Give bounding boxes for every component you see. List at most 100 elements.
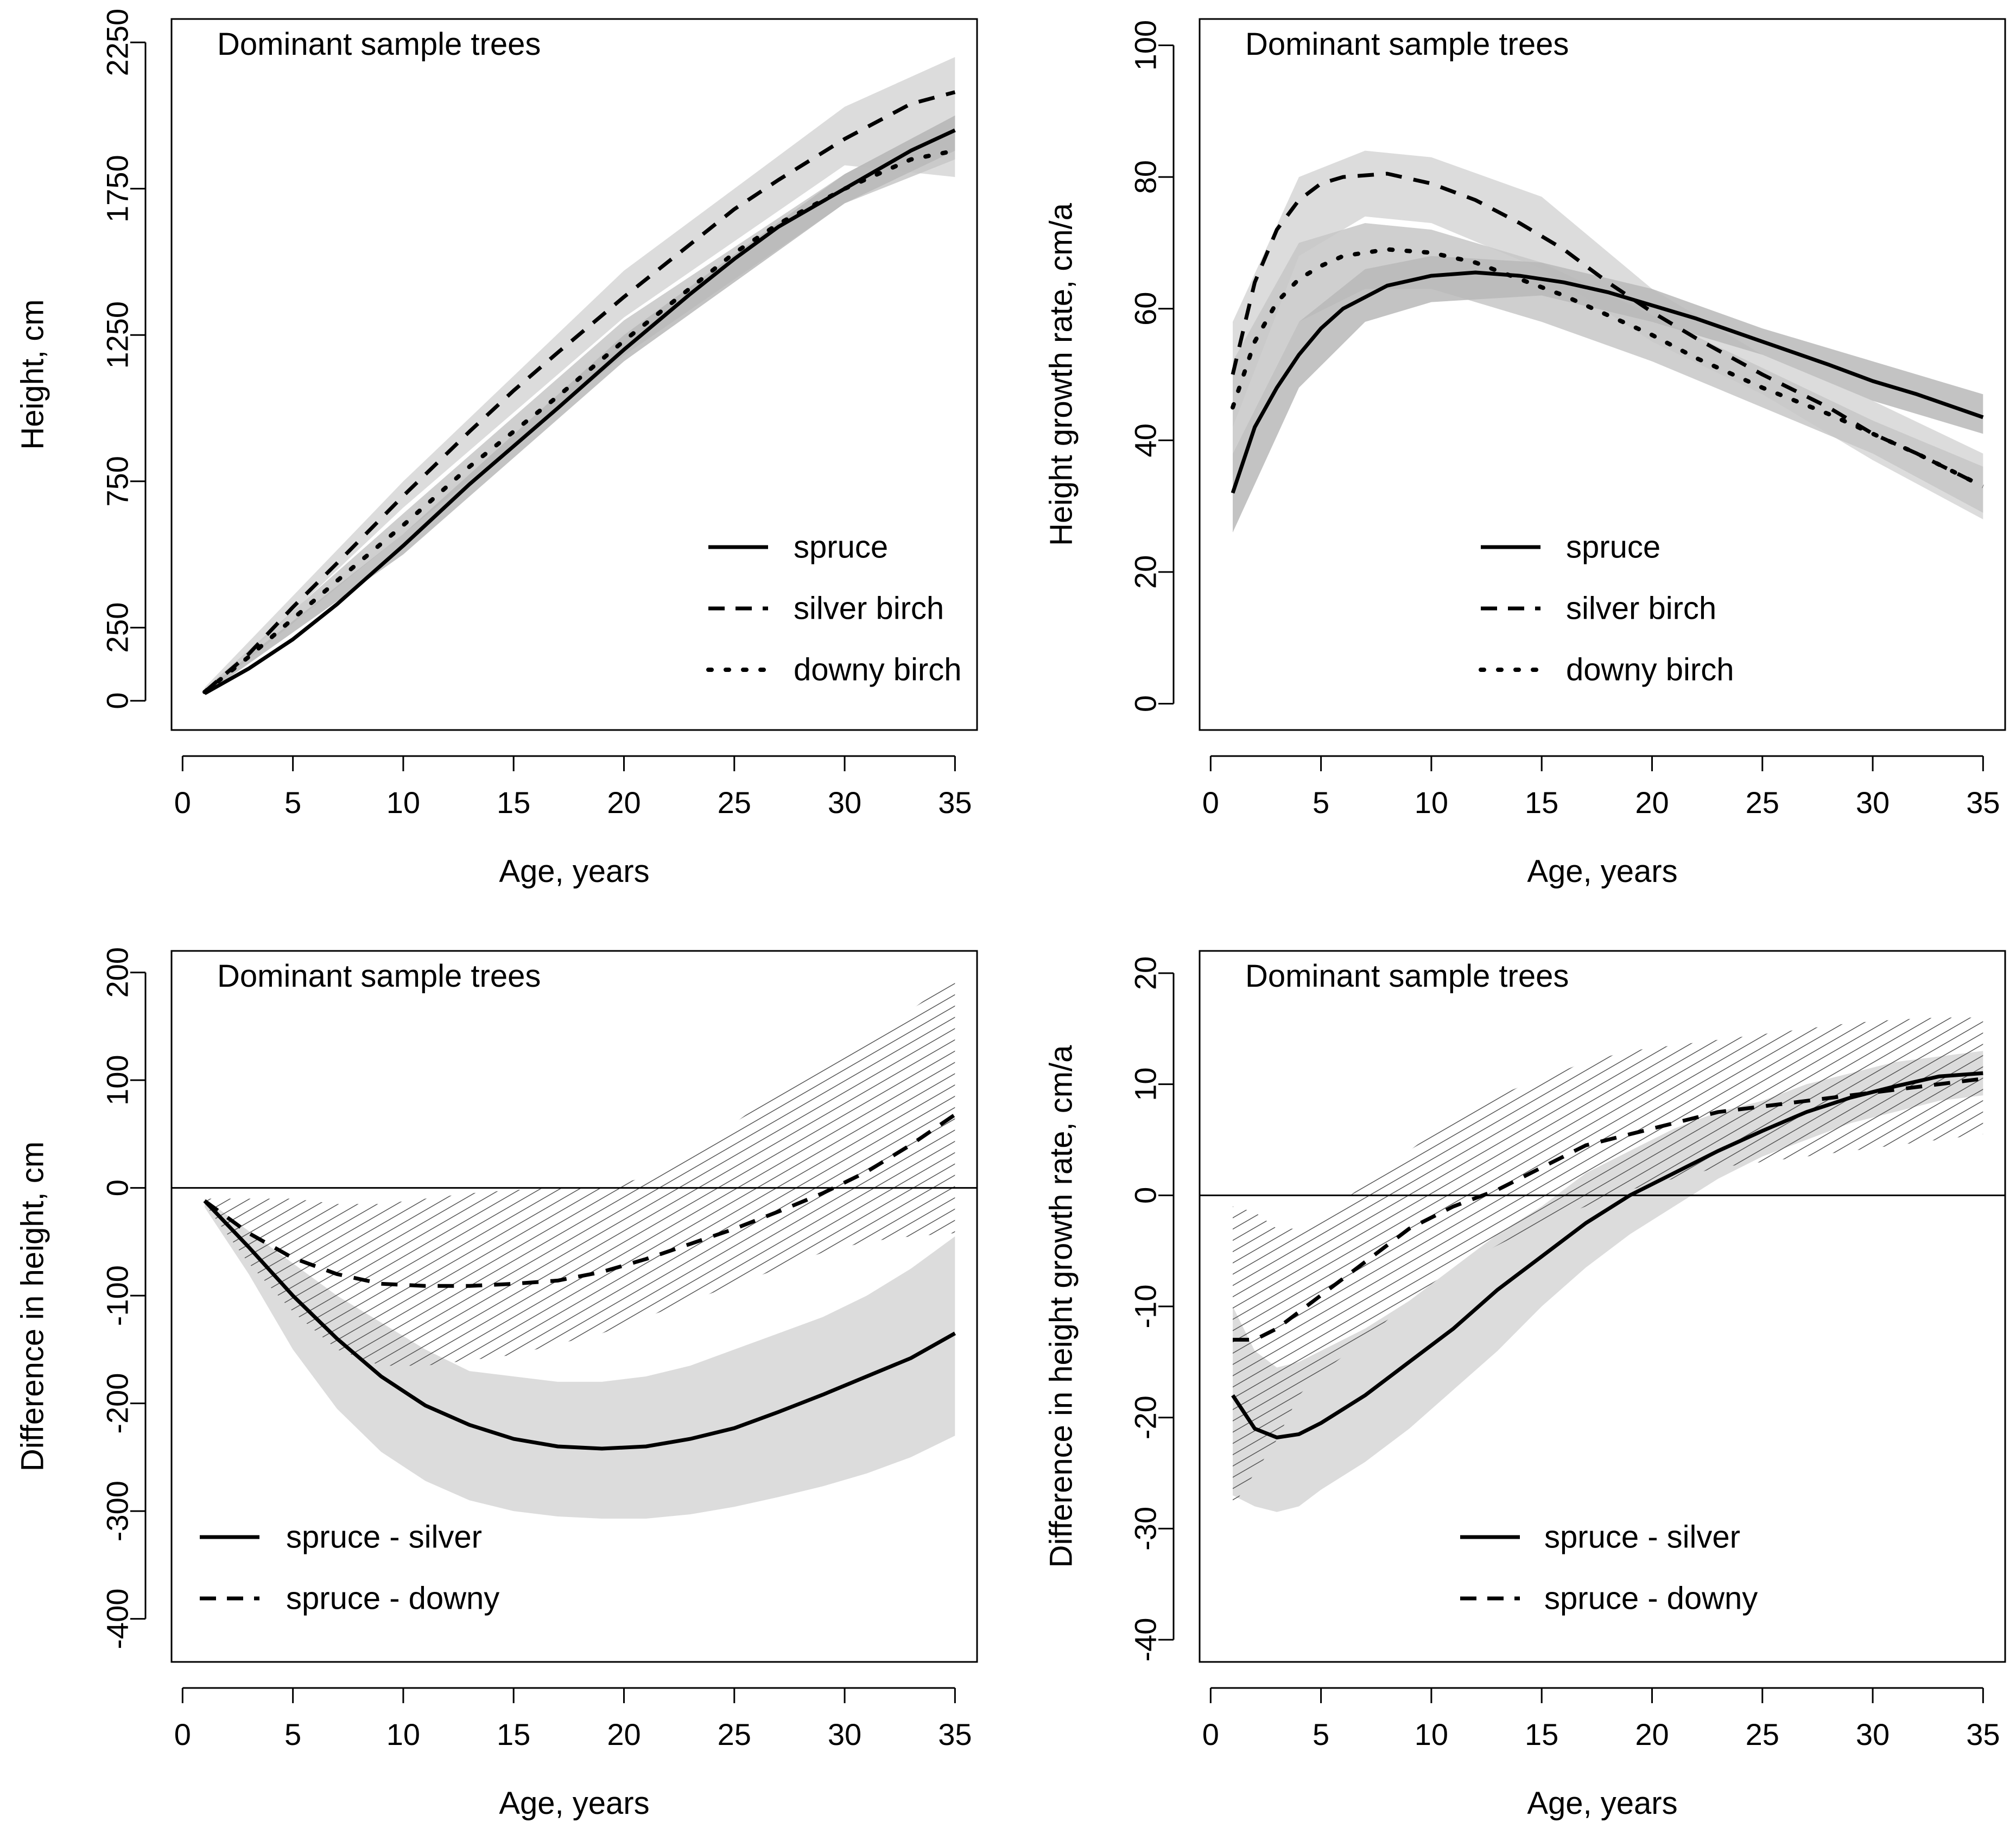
- x-axis-title: Age, years: [1527, 1786, 1677, 1821]
- panel-height: 0 5 10 15 20 25 30 35 0 250 750 1250 1750 2250 Age, ye…: [15, 9, 978, 889]
- legend-label-downy-birch: downy birch: [1566, 652, 1734, 688]
- y-axis-title: Difference in height growth rate, cm/a: [1044, 1045, 1079, 1568]
- y-tick-label: 60: [1129, 292, 1163, 326]
- band-silver-birch-interval: [1233, 150, 1983, 519]
- y-tick-label: -40: [1129, 1618, 1163, 1662]
- x-tick-label: 30: [828, 785, 861, 820]
- legend-label-spruce-silver: spruce - silver: [1544, 1520, 1740, 1555]
- x-tick-label: 30: [828, 1717, 861, 1751]
- plot-frame: [1199, 950, 2006, 1663]
- x-tick-label: 35: [1966, 785, 2000, 820]
- y-tick-label: 80: [1129, 160, 1163, 194]
- x-tick-label: 20: [607, 1717, 641, 1751]
- x-tick-label: 25: [1746, 785, 1779, 820]
- x-tick-label: 10: [386, 785, 420, 820]
- y-tick-label: -10: [1129, 1285, 1163, 1329]
- legend-label-silver-birch: silver birch: [1566, 591, 1716, 626]
- x-tick-label: 25: [718, 785, 751, 820]
- y-tick-label: 100: [100, 1055, 135, 1105]
- x-tick-label: 15: [1525, 1717, 1558, 1751]
- x-tick-label: 15: [1525, 785, 1558, 820]
- x-tick-label: 25: [718, 1717, 751, 1751]
- y-tick-label: 10: [1129, 1067, 1163, 1101]
- x-tick-label: 10: [1415, 785, 1448, 820]
- legend-label-spruce-downy: spruce - downy: [286, 1581, 499, 1616]
- y-tick-label: 100: [1129, 20, 1163, 71]
- x-tick-label: 35: [1966, 1717, 2000, 1751]
- series-line-spruce-silver: [1231, 1071, 1983, 1439]
- x-tick-label: 0: [1202, 785, 1219, 820]
- legend-label-silver-birch: silver birch: [794, 591, 944, 626]
- x-tick-label: 5: [284, 785, 301, 820]
- legend-label-spruce-downy: spruce - downy: [1544, 1581, 1758, 1616]
- y-tick-label: -300: [100, 1481, 135, 1541]
- panel-label: Dominant sample trees: [1245, 27, 1569, 62]
- y-tick-label: 250: [100, 602, 135, 653]
- y-axis-title: Difference in height, cm: [15, 1141, 50, 1471]
- series-line-silver-birch: [1231, 172, 1984, 488]
- x-tick-label: 5: [1313, 1717, 1329, 1751]
- y-tick-label: 750: [100, 456, 135, 506]
- x-axis-title: Age, years: [499, 1786, 649, 1821]
- plot-frame: [170, 950, 978, 1663]
- y-tick-label: 2250: [100, 9, 135, 77]
- x-tick-label: 35: [938, 1717, 972, 1751]
- x-tick-label: 30: [1856, 785, 1890, 820]
- band-spruce-interval: [1233, 256, 1983, 533]
- band-spruce-silver-interval: [205, 1198, 955, 1519]
- series-line-downy-birch: [1231, 247, 1986, 489]
- x-tick-label: 20: [607, 785, 641, 820]
- band-spruce-downy-interval: [1233, 1017, 1983, 1507]
- y-tick-label: 1750: [100, 155, 135, 223]
- x-axis-title: Age, years: [1527, 854, 1677, 889]
- band-spruce-silver-interval: [1233, 1051, 1983, 1512]
- panel-label: Dominant sample trees: [217, 959, 541, 994]
- panel-difference-in-growth-rate: 0 5 10 15 20 25 30 35 -40 -30 -20 -10 0 10 20 Age, year…: [1044, 950, 2006, 1821]
- y-tick-label: 0: [1129, 1187, 1163, 1204]
- x-tick-label: 35: [938, 785, 972, 820]
- x-tick-label: 30: [1856, 1717, 1890, 1751]
- x-tick-label: 5: [284, 1717, 301, 1751]
- band-downy-birch-interval: [1233, 223, 1983, 513]
- series-line-spruce: [1231, 270, 1984, 494]
- series-line-silver-birch: [203, 90, 956, 694]
- x-tick-label: 20: [1635, 1717, 1669, 1751]
- y-tick-label: 40: [1129, 423, 1163, 457]
- y-tick-label: 20: [1129, 555, 1163, 589]
- x-tick-label: 25: [1746, 1717, 1779, 1751]
- band-spruce-interval: [205, 115, 955, 695]
- plot-frame: [170, 18, 978, 731]
- series-line-spruce: [204, 128, 956, 695]
- x-tick-label: 5: [1313, 785, 1329, 820]
- x-tick-label: 15: [497, 1717, 530, 1751]
- y-tick-label: 0: [100, 693, 135, 709]
- x-tick-label: 0: [174, 1717, 191, 1751]
- legend-label-spruce-silver: spruce - silver: [286, 1520, 482, 1555]
- y-axis-title: Height growth rate, cm/a: [1044, 202, 1079, 546]
- series-line-spruce-silver: [203, 1199, 956, 1451]
- series-line-spruce-downy: [203, 1113, 956, 1288]
- y-tick-label: -20: [1129, 1395, 1163, 1439]
- x-tick-label: 10: [386, 1717, 420, 1751]
- panel-label: Dominant sample trees: [1245, 959, 1569, 994]
- y-tick-label: 20: [1129, 956, 1163, 990]
- x-tick-label: 15: [497, 785, 530, 820]
- y-axis-title: Height, cm: [15, 299, 50, 449]
- panel-difference-in-height: 0 5 10 15 20 25 30 35 -400 -300 -200 -100 0 100 200 Age…: [15, 947, 978, 1821]
- band-silver-birch-interval: [205, 57, 955, 695]
- y-tick-label: -400: [100, 1589, 135, 1649]
- plot-frame: [1199, 18, 2006, 731]
- y-tick-label: 1250: [100, 301, 135, 369]
- x-tick-label: 0: [174, 785, 191, 820]
- band-spruce-downy-interval: [205, 978, 955, 1366]
- legend-label-downy-birch: downy birch: [794, 652, 961, 688]
- y-tick-label: 0: [1129, 695, 1163, 712]
- y-tick-label: -30: [1129, 1507, 1163, 1551]
- legend-label-spruce: spruce: [1566, 530, 1660, 565]
- x-tick-label: 0: [1202, 1717, 1219, 1751]
- x-tick-label: 20: [1635, 785, 1669, 820]
- y-tick-label: 0: [100, 1179, 135, 1196]
- panel-height-growth-rate: 0 5 10 15 20 25 30 35 0 20 40 60 80 100 Age, years Heig…: [1044, 18, 2006, 889]
- x-axis-title: Age, years: [499, 854, 649, 889]
